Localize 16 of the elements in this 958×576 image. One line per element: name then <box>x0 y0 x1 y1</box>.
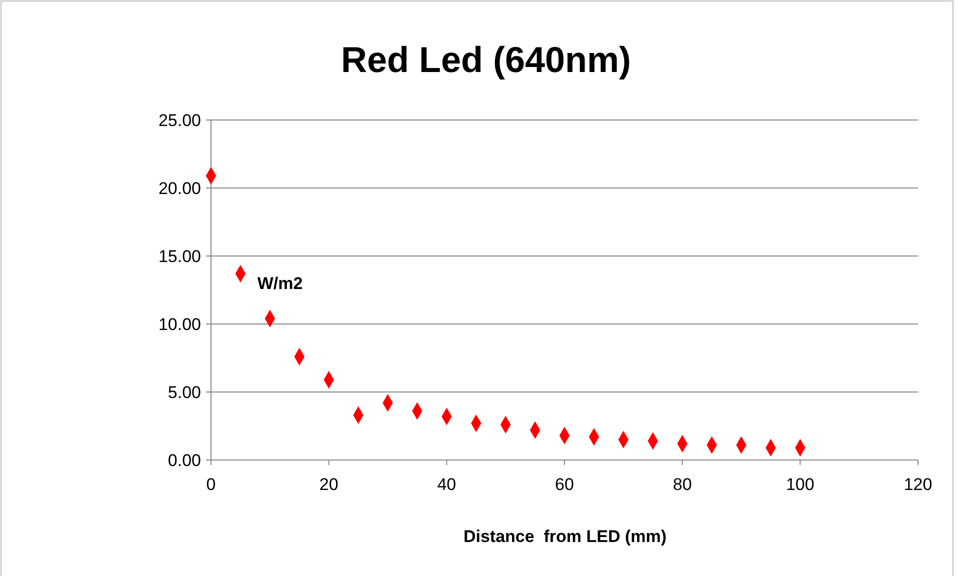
x-tick-label: 100 <box>786 475 814 494</box>
x-tick-label: 120 <box>904 475 932 494</box>
y-tick-label: 5.00 <box>168 382 201 402</box>
y-tick-label: 10.00 <box>158 314 201 334</box>
x-tick-label: 60 <box>555 475 574 494</box>
y-tick-label: 20.00 <box>158 178 201 198</box>
x-tick-label: 40 <box>437 475 456 494</box>
x-tick-label: 0 <box>206 475 216 494</box>
x-axis-title: Distance from LED (mm) <box>463 527 667 546</box>
x-tick-label: 80 <box>672 475 692 494</box>
chart-title: Red Led (640nm) <box>340 39 632 80</box>
x-tick-label: 20 <box>319 475 338 494</box>
y-tick-label: 25.00 <box>158 110 201 130</box>
y-tick-label: 15.00 <box>158 246 201 266</box>
y-tick-label: 0.00 <box>168 450 201 470</box>
y-axis-title: W/m2 <box>257 274 303 293</box>
